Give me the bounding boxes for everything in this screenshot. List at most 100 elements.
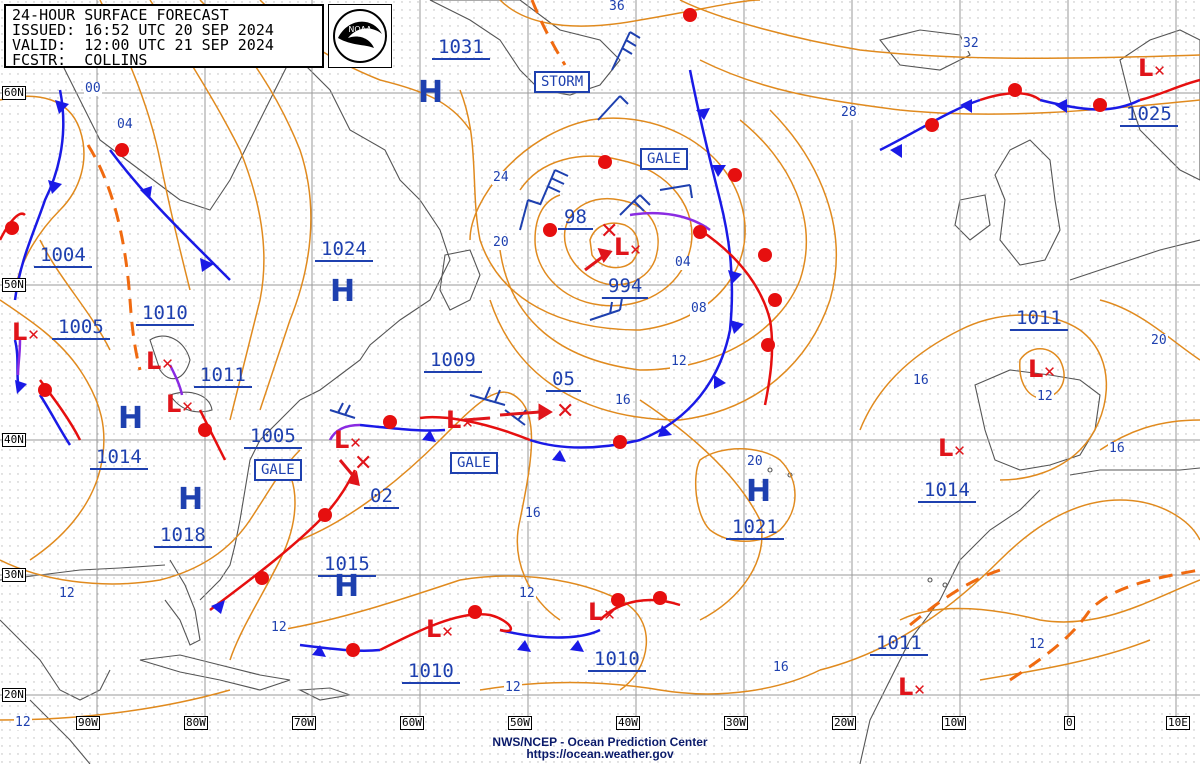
low-center-iberia-west: L✕ xyxy=(938,434,966,462)
isobar-label-04-main: 04 xyxy=(674,255,692,270)
lat-label-30n: 30N xyxy=(2,568,26,582)
pressure-1011-iberia: 1011 xyxy=(1010,307,1068,331)
pressure-994: 994 xyxy=(602,275,649,299)
low-center-africa: L✕ xyxy=(898,673,926,701)
isobar-label-04-west: 04 xyxy=(116,117,134,132)
lon-label-20w: 20W xyxy=(832,716,856,730)
warm-fronts xyxy=(0,78,1200,652)
pressure-1009: 1009 xyxy=(424,349,482,373)
lon-label-10e: 10E xyxy=(1166,716,1190,730)
isobar-label-20-azores: 20 xyxy=(746,454,764,469)
warm-front-pips xyxy=(5,8,1107,657)
wind-barbs xyxy=(329,31,693,426)
pressure-1014-iberia-west: 1014 xyxy=(918,479,976,503)
low-center-main: L✕ xyxy=(614,233,642,261)
isobar-label-20: 20 xyxy=(492,235,510,250)
issued-time: ISSUED: 16:52 UTC 20 SEP 2024 xyxy=(12,21,274,39)
gale-warning-central: GALE xyxy=(450,452,498,474)
lon-label-10w: 10W xyxy=(942,716,966,730)
low-center-iberia: L✕ xyxy=(1028,355,1056,383)
lon-label-50w: 50W xyxy=(508,716,532,730)
pressure-02: 02 xyxy=(364,485,399,509)
isobar-label-12-main: 12 xyxy=(670,354,688,369)
high-center-greenland: H xyxy=(418,75,444,110)
noaa-logo-text: NOAA xyxy=(348,25,372,34)
pressure-1025: 1025 xyxy=(1120,103,1178,127)
footer-agency: NWS/NCEP - Ocean Prediction Center xyxy=(492,735,708,749)
isobar-label-12-subtropical: 12 xyxy=(518,586,536,601)
footer-url[interactable]: https://ocean.weather.gov xyxy=(526,747,674,761)
pressure-1031: 1031 xyxy=(432,36,490,60)
isobar-label-20-europe: 20 xyxy=(1150,333,1168,348)
cold-front-pips xyxy=(15,99,1067,657)
storm-warning: STORM xyxy=(534,71,591,93)
isobar-label-16-central: 16 xyxy=(524,506,542,521)
isobar-label-12-florida: 12 xyxy=(270,620,288,635)
isobar-label-12-gulf: 12 xyxy=(58,586,76,601)
low-center-scandinavia: L✕ xyxy=(1138,54,1166,82)
high-center-labrador: H xyxy=(330,274,356,309)
low-center-atlantic: L✕ xyxy=(446,406,474,434)
pressure-1015: 1015 xyxy=(318,553,376,577)
isobar-label-16-east: 16 xyxy=(912,373,930,388)
lon-label-80w: 80W xyxy=(184,716,208,730)
pressure-1010-lakes: 1010 xyxy=(136,302,194,326)
isobar-label-28: 28 xyxy=(840,105,858,120)
pressure-1014-lakes: 1014 xyxy=(90,446,148,470)
isobars xyxy=(0,0,1200,721)
forecaster: FCSTR: COLLINS xyxy=(12,51,148,69)
lon-label-90w: 90W xyxy=(76,716,100,730)
lon-label-60w: 60W xyxy=(400,716,424,730)
lon-label-30w: 30W xyxy=(724,716,748,730)
gale-warning-west: GALE xyxy=(254,459,302,481)
pressure-1010-subtropical-east: 1010 xyxy=(588,648,646,672)
lat-label-50n: 50N xyxy=(2,278,26,292)
lon-label-0: 0 xyxy=(1064,716,1075,730)
pressure-1005-nova-scotia: 1005 xyxy=(244,425,302,449)
lon-label-40w: 40W xyxy=(616,716,640,730)
low-center-subtropical-west: L✕ xyxy=(426,615,454,643)
low-center-subtropical-east: L✕ xyxy=(588,598,616,626)
pressure-1004: 1004 xyxy=(34,244,92,268)
isobar-label-36: 36 xyxy=(608,0,626,14)
pressure-1011-ontario: 1011 xyxy=(194,364,252,388)
isobar-label-16-europe: 16 xyxy=(1108,441,1126,456)
valid-time: VALID: 12:00 UTC 21 SEP 2024 xyxy=(12,36,274,54)
lon-label-70w: 70W xyxy=(292,716,316,730)
isobar-label-16-south: 16 xyxy=(772,660,790,675)
lat-label-40n: 40N xyxy=(2,433,26,447)
pressure-1018: 1018 xyxy=(154,524,212,548)
isobar-label-16-main: 16 xyxy=(614,393,632,408)
low-center-west: L✕ xyxy=(12,318,40,346)
forecast-position-cross-east: ✕ xyxy=(556,399,575,424)
isobar-label-08: 08 xyxy=(690,301,708,316)
pressure-1010-subtropical-west: 1010 xyxy=(402,660,460,684)
forecast-title: 24-HOUR SURFACE FORECAST xyxy=(12,6,229,24)
pressure-98: 98 xyxy=(558,206,593,230)
gale-warning-north: GALE xyxy=(640,148,688,170)
high-center-carolinas: H xyxy=(178,482,204,517)
low-center-ontario: L✕ xyxy=(166,390,194,418)
high-center-azores: H xyxy=(746,474,772,509)
low-center-nova-scotia: L✕ xyxy=(334,426,362,454)
isobar-label-24: 24 xyxy=(492,170,510,185)
isobar-label-00: 00 xyxy=(84,81,102,96)
pressure-1024: 1024 xyxy=(315,238,373,262)
isobar-label-12-south: 12 xyxy=(504,680,522,695)
pressure-1011-africa: 1011 xyxy=(870,632,928,656)
forecast-position-cross-west: ✕ xyxy=(354,451,373,476)
occluded-fronts xyxy=(16,211,711,441)
noaa-logo-icon: NOAA xyxy=(328,4,392,68)
isobar-label-12-caribbean: 12 xyxy=(14,715,32,730)
isobar-label-32: 32 xyxy=(962,36,980,51)
pressure-05: 05 xyxy=(546,368,581,392)
forecast-position-cross-main: ✕ xyxy=(600,219,619,244)
low-center-lakes: L✕ xyxy=(146,347,174,375)
troughs xyxy=(86,0,1200,682)
lat-label-20n: 20N xyxy=(2,688,26,702)
isobar-label-12-africa: 12 xyxy=(1028,637,1046,652)
forecast-header: 24-HOUR SURFACE FORECAST ISSUED: 16:52 U… xyxy=(4,4,324,68)
